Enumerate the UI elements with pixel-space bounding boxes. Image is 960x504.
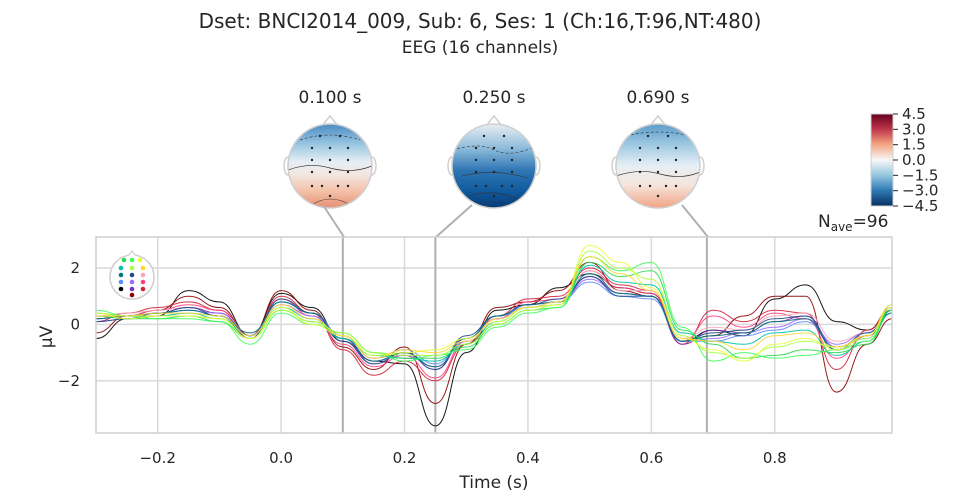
topomap-connectors <box>322 204 709 238</box>
colorbar-tick-label: −1.5 <box>902 166 938 184</box>
sensor-dot <box>129 257 135 263</box>
topomap-time-label: 0.100 s <box>299 88 362 108</box>
figure-title: Dset: BNCI2014_009, Sub: 6, Ses: 1 (Ch:1… <box>199 9 762 33</box>
channel-trace <box>96 273 892 427</box>
plot-area <box>96 237 892 433</box>
channel-traces <box>96 244 892 427</box>
x-axis-label: Time (s) <box>458 473 528 493</box>
x-tick-label: 0.6 <box>639 449 663 467</box>
channel-trace <box>96 256 892 362</box>
nave-label: Nave=96 <box>818 212 888 234</box>
topomap-time-label: 0.690 s <box>627 88 690 108</box>
sensor-dot <box>140 272 146 278</box>
sensor-dot <box>140 286 146 292</box>
y-ticks: −2 0 2 <box>58 259 80 390</box>
y-tick-label: 0 <box>70 315 80 333</box>
sensor-dot <box>118 279 124 285</box>
topomap-1: 0.100 s <box>283 88 377 209</box>
topomap-2: 0.250 s <box>447 88 541 209</box>
head-outline <box>287 123 373 209</box>
sensor-dot <box>129 272 135 278</box>
colorbar: 4.53.01.50.0−1.5−3.0−4.5 <box>870 105 938 215</box>
sensor-dot <box>140 265 146 271</box>
sensor-legend-inset <box>109 250 155 300</box>
colorbar-gradient <box>870 113 894 207</box>
topomap-3: 0.690 s <box>611 88 705 209</box>
sensor-dot <box>129 265 135 271</box>
plot-frame <box>95 236 893 434</box>
x-tick-label: 0.8 <box>763 449 787 467</box>
y-tick-label: 2 <box>70 259 80 277</box>
figure-subtitle: EEG (16 channels) <box>402 38 559 58</box>
sensor-dot <box>118 286 124 292</box>
y-tick-label: −2 <box>58 372 80 390</box>
sensor-dot <box>118 265 124 271</box>
colorbar-tick-label: 0.0 <box>902 151 926 169</box>
channel-trace <box>96 244 892 362</box>
sensor-dot <box>121 257 127 263</box>
y-axis-label: µV <box>37 325 57 348</box>
x-tick-label: 0.0 <box>269 449 293 467</box>
time-markers <box>341 237 708 433</box>
colorbar-tick-label: 3.0 <box>902 120 926 138</box>
channel-trace <box>96 256 892 359</box>
head-outline <box>615 123 701 209</box>
sensor-dot <box>129 279 135 285</box>
head-outline <box>451 123 537 209</box>
x-tick-label: 0.4 <box>516 449 540 467</box>
colorbar-tick-label: 1.5 <box>902 136 926 154</box>
colorbar-tick-label: −3.0 <box>902 182 938 200</box>
x-ticks: −0.2 0.0 0.2 0.4 0.6 0.8 <box>139 449 786 467</box>
sensor-dot <box>129 292 135 298</box>
colorbar-tick-label: −4.5 <box>902 197 938 215</box>
sensor-dot <box>118 272 124 278</box>
sensor-dot <box>129 286 135 292</box>
topomap-time-label: 0.250 s <box>463 88 526 108</box>
colorbar-tick-label: 4.5 <box>902 105 926 123</box>
sensor-dot <box>140 279 146 285</box>
x-tick-label: −0.2 <box>139 449 175 467</box>
x-tick-label: 0.2 <box>393 449 417 467</box>
sensor-dot <box>137 257 143 263</box>
butterfly-plot: −0.2 0.0 0.2 0.4 0.6 0.8 −2 0 2 Time (s) µV <box>37 236 893 493</box>
